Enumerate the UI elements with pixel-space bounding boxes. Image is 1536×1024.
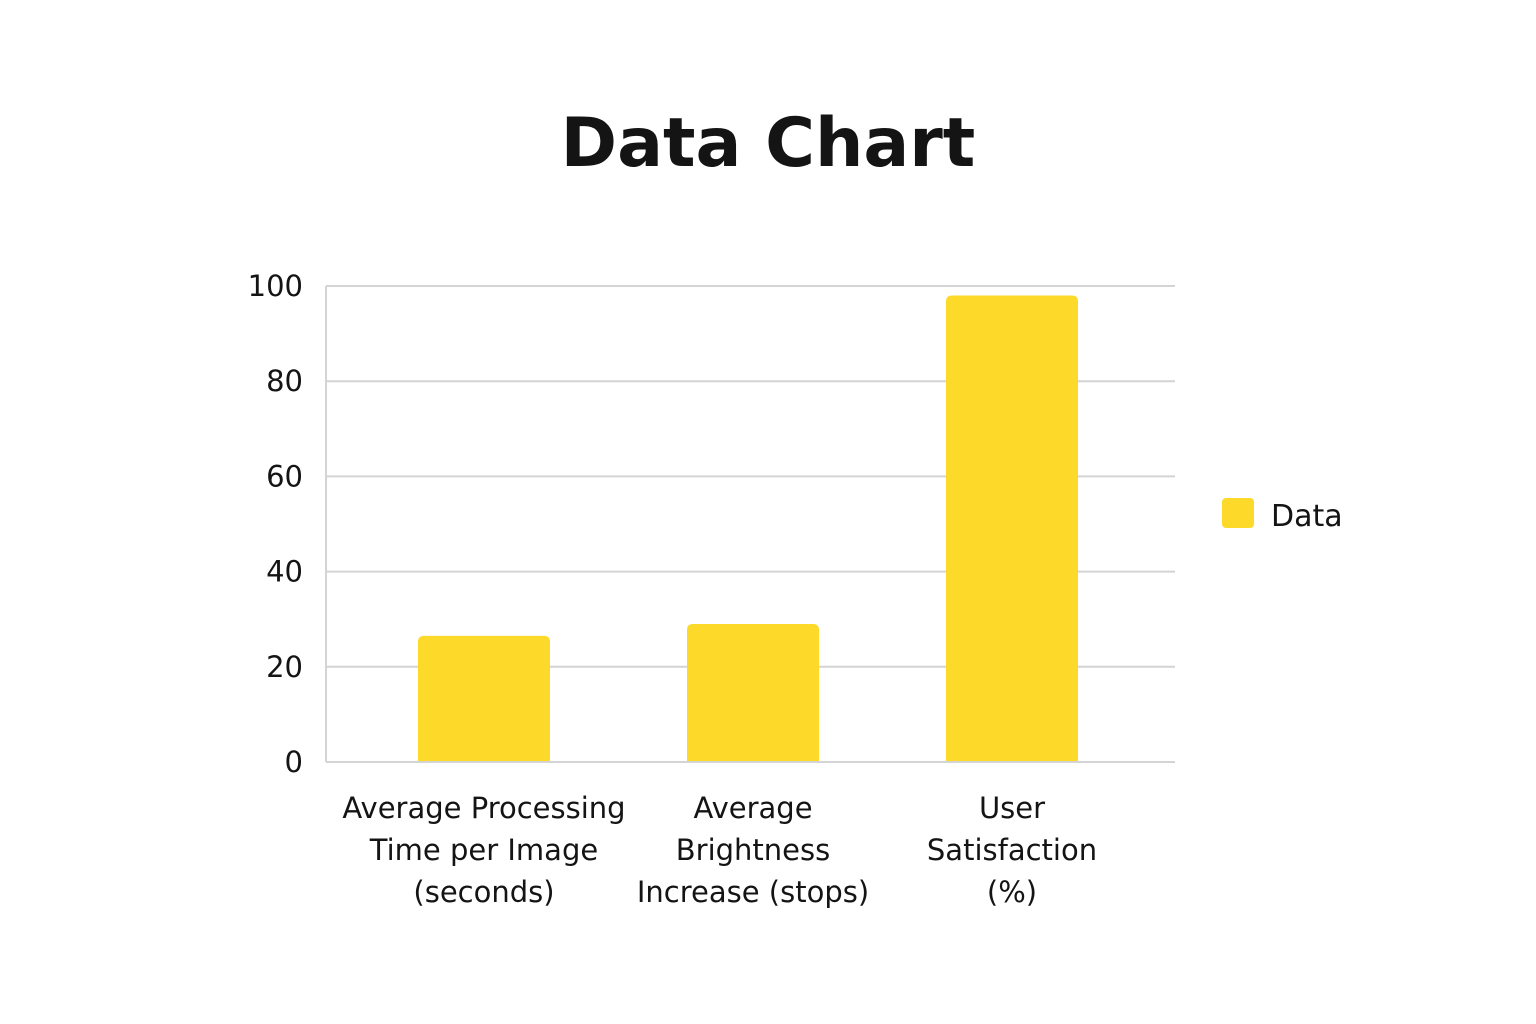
category-labels: Average Processing Time per Image (seconds… bbox=[342, 791, 1097, 909]
y-tick-label: 60 bbox=[266, 459, 303, 493]
y-tick-label: 100 bbox=[248, 269, 303, 303]
y-tick-label: 20 bbox=[266, 650, 303, 684]
legend-swatch bbox=[1222, 498, 1254, 528]
legend-label: Data bbox=[1271, 499, 1343, 534]
bar bbox=[946, 295, 1078, 762]
x-category-label: Average Processing Time per Image (seconds… bbox=[342, 791, 625, 909]
y-axis-ticks: 0 20 40 60 80 100 bbox=[248, 269, 303, 779]
bars bbox=[418, 295, 1078, 762]
x-category-label: Average Brightness Increase (stops) bbox=[637, 791, 869, 909]
y-tick-label: 80 bbox=[266, 364, 303, 398]
legend: Data bbox=[1222, 498, 1343, 534]
bar bbox=[418, 635, 550, 762]
chart-title: Data Chart bbox=[561, 104, 976, 183]
bar bbox=[687, 623, 819, 762]
y-tick-label: 0 bbox=[285, 745, 303, 779]
y-tick-label: 40 bbox=[266, 555, 303, 589]
x-axis bbox=[325, 286, 1175, 763]
x-category-label: User Satisfaction (%) bbox=[927, 791, 1097, 909]
